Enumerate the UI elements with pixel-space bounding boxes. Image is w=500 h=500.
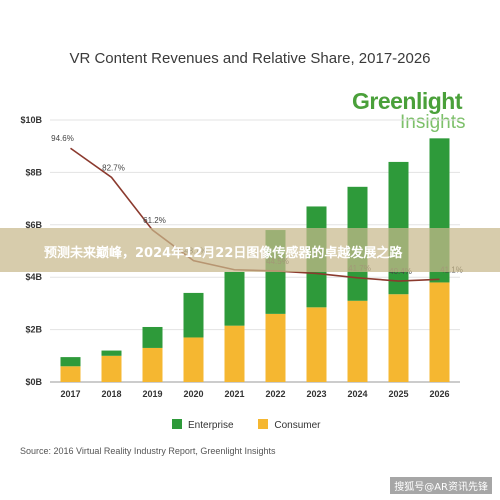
- y-tick-label: $2B: [25, 325, 42, 335]
- x-tick-label: 2017: [60, 389, 80, 399]
- share-data-label: 94.6%: [51, 134, 74, 143]
- bar-enterprise: [183, 292, 204, 338]
- greenlight-logo: Greenlight Insights: [352, 88, 472, 134]
- x-tick-label: 2023: [306, 389, 326, 399]
- chart-legend: Enterprise Consumer: [172, 419, 343, 431]
- bar-consumer: [60, 366, 81, 382]
- x-tick-label: 2026: [429, 389, 449, 399]
- source-note: Source: 2016 Virtual Reality Industry Re…: [20, 446, 276, 456]
- bar-consumer: [306, 307, 327, 382]
- bar-consumer: [101, 355, 122, 382]
- bar-enterprise: [101, 350, 122, 356]
- bar-consumer: [347, 300, 368, 382]
- bar-consumer: [183, 337, 204, 382]
- chart-title: VR Content Revenues and Relative Share, …: [69, 50, 431, 67]
- y-tick-label: $0B: [25, 377, 42, 387]
- share-data-label: 61.2%: [143, 216, 166, 225]
- legend-swatch-consumer: [258, 419, 269, 429]
- overlay-banner: 预测未来巅峰，2024年12月22日图像传感器的卓越发展之路: [0, 228, 500, 272]
- x-tick-label: 2018: [101, 389, 121, 399]
- bar-consumer: [388, 294, 409, 382]
- logo-line1: Greenlight: [352, 88, 463, 114]
- y-tick-label: $6B: [25, 220, 42, 230]
- share-data-label: 82.7%: [102, 163, 125, 172]
- logo-line2: Insights: [400, 112, 466, 133]
- y-tick-label: $4B: [25, 272, 42, 282]
- bar-consumer: [224, 325, 245, 382]
- x-tick-label: 2022: [265, 389, 285, 399]
- legend-item-consumer: Consumer: [258, 419, 321, 431]
- y-tick-label: $8B: [25, 167, 42, 177]
- legend-swatch-enterprise: [172, 419, 182, 429]
- bar-consumer: [142, 347, 163, 382]
- bar-consumer: [265, 313, 286, 382]
- x-tick-label: 2020: [183, 389, 203, 399]
- banner-text: 预测未来巅峰，2024年12月22日图像传感器的卓越发展之路: [44, 246, 403, 261]
- x-tick-label: 2025: [388, 389, 408, 399]
- bar-enterprise: [60, 357, 81, 367]
- legend-label-enterprise: Enterprise: [188, 420, 234, 431]
- x-tick-label: 2019: [142, 389, 162, 399]
- x-tick-label: 2021: [224, 389, 244, 399]
- x-tick-label: 2024: [347, 389, 367, 399]
- y-tick-label: $10B: [20, 115, 42, 125]
- legend-label-consumer: Consumer: [274, 420, 321, 431]
- bar-enterprise: [224, 271, 245, 326]
- watermark: 搜狐号@AR资讯先锋: [390, 477, 492, 494]
- legend-item-enterprise: Enterprise: [172, 419, 234, 431]
- bar-consumer: [429, 282, 450, 382]
- bar-enterprise: [142, 326, 163, 348]
